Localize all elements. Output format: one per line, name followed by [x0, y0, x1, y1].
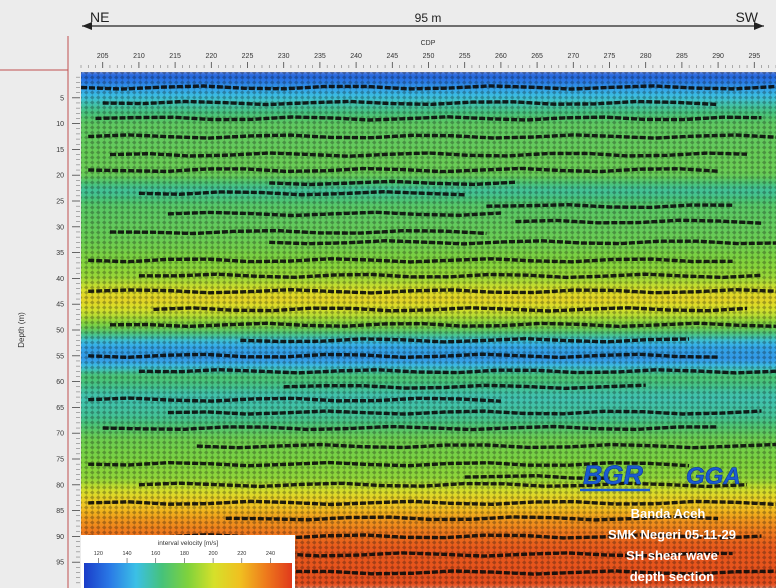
colorbar-tick-label: 240	[266, 551, 275, 557]
x-tick-label: 245	[386, 53, 398, 60]
reflector-line	[81, 84, 776, 91]
y-tick-label: 90	[56, 534, 64, 541]
caption-block: Banda Aceh SMK Negeri 05-11-29 SH shear …	[608, 506, 736, 584]
x-tick-label: 285	[676, 53, 688, 60]
colorbar-tick-label: 180	[180, 551, 189, 557]
colorbar-tick-label: 220	[237, 551, 246, 557]
y-tick-label: 5	[60, 95, 64, 102]
scale-length-label: 95 m	[415, 11, 442, 25]
reflector-line	[138, 481, 748, 489]
y-tick-label: 45	[56, 302, 64, 309]
reflector-line	[138, 189, 465, 197]
reflector-line	[95, 115, 762, 122]
x-tick-label: 205	[97, 53, 109, 60]
reflector-line	[167, 210, 501, 218]
y-tick-label: 70	[56, 431, 64, 438]
x-tick-label: 230	[278, 53, 290, 60]
arrow-left-icon	[82, 22, 92, 30]
reflector-line	[88, 287, 776, 295]
y-axis-label: Depth (m)	[17, 312, 26, 348]
caption-wave-type: SH shear wave	[626, 548, 718, 563]
reflector-line	[167, 409, 762, 416]
bgr-logo: BGR	[583, 460, 644, 490]
x-tick-label: 265	[531, 53, 543, 60]
reflector-line	[109, 151, 748, 158]
colorbar-tick-label: 160	[151, 551, 160, 557]
x-tick-label: 255	[459, 53, 471, 60]
direction-sw-label: SW	[735, 9, 758, 25]
reflector-line	[88, 396, 501, 403]
reflector-line	[515, 218, 762, 225]
gga-logo: GGA	[686, 463, 741, 490]
x-tick-label: 295	[748, 53, 760, 60]
x-tick-label: 260	[495, 53, 507, 60]
colorbar-gradient	[84, 563, 292, 588]
x-tick-label: 235	[314, 53, 326, 60]
y-tick-label: 30	[56, 224, 64, 231]
scale-bar: NE 95 m SW	[82, 9, 764, 30]
x-tick-label: 275	[604, 53, 616, 60]
x-tick-label: 220	[205, 53, 217, 60]
x-axis-ticks: 205 210 215 220 225 230 235 240 245 250 255 260 265 2…	[80, 53, 776, 68]
reflector-line	[240, 336, 690, 344]
x-axis-label: CDP	[421, 40, 436, 47]
colorbar-tick-label: 120	[94, 551, 103, 557]
y-tick-label: 50	[56, 328, 64, 335]
x-tick-label: 240	[350, 53, 362, 60]
reflector-line	[283, 383, 646, 391]
y-tick-label: 55	[56, 353, 64, 360]
reflector-line	[269, 179, 516, 187]
reflector-line	[225, 514, 719, 522]
y-tick-label: 15	[56, 147, 64, 154]
y-tick-label: 60	[56, 379, 64, 386]
reflector-line	[269, 238, 776, 246]
colorbar-legend: interval velocity [m/s] 120 140 160 180 200 2…	[81, 535, 295, 588]
y-tick-label: 75	[56, 457, 64, 464]
x-tick-label: 290	[712, 53, 724, 60]
y-tick-label: 35	[56, 250, 64, 257]
y-tick-label: 20	[56, 173, 64, 180]
y-tick-label: 25	[56, 199, 64, 206]
reflector-line	[88, 499, 776, 507]
reflector-line	[138, 367, 776, 375]
reflector-line	[464, 473, 610, 480]
reflector-line	[102, 99, 719, 107]
arrow-right-icon	[754, 22, 764, 30]
reflector-line	[153, 306, 748, 313]
caption-location: Banda Aceh	[631, 506, 706, 521]
direction-ne-label: NE	[90, 9, 109, 25]
y-tick-label: 65	[56, 405, 64, 412]
y-axis-ticks: 5 10 15 20 25 30 35 40 45 50 55 60 65 70 75 80 85 90 95	[56, 76, 80, 584]
reflector-line	[109, 321, 776, 329]
y-tick-label: 40	[56, 276, 64, 283]
reflector-line	[486, 202, 733, 210]
reflector-line	[88, 166, 719, 174]
reflector-line	[88, 133, 776, 140]
reflector-lines	[81, 84, 776, 576]
colorbar-tick-label: 200	[209, 551, 218, 557]
y-tick-label: 85	[56, 508, 64, 515]
y-tick-label: 95	[56, 560, 64, 567]
x-tick-label: 225	[242, 53, 254, 60]
x-tick-label: 270	[567, 53, 579, 60]
caption-site: SMK Negeri 05-11-29	[608, 527, 736, 542]
colorbar-tick-label: 140	[122, 551, 131, 557]
reflector-line	[88, 352, 719, 360]
reflector-line	[109, 228, 487, 236]
x-tick-label: 210	[133, 53, 145, 60]
reflector-line	[88, 460, 690, 468]
reflector-line	[88, 257, 733, 264]
reflector-line	[102, 424, 719, 432]
reflector-line	[196, 442, 776, 450]
x-tick-label: 250	[423, 53, 435, 60]
logo-block: BGR GGA	[580, 460, 741, 492]
colorbar-label: interval velocity [m/s]	[158, 540, 219, 547]
x-tick-label: 215	[169, 53, 181, 60]
caption-section-type: depth section	[630, 569, 715, 584]
x-tick-label: 280	[640, 53, 652, 60]
y-tick-label: 10	[56, 121, 64, 128]
y-tick-label: 80	[56, 482, 64, 489]
